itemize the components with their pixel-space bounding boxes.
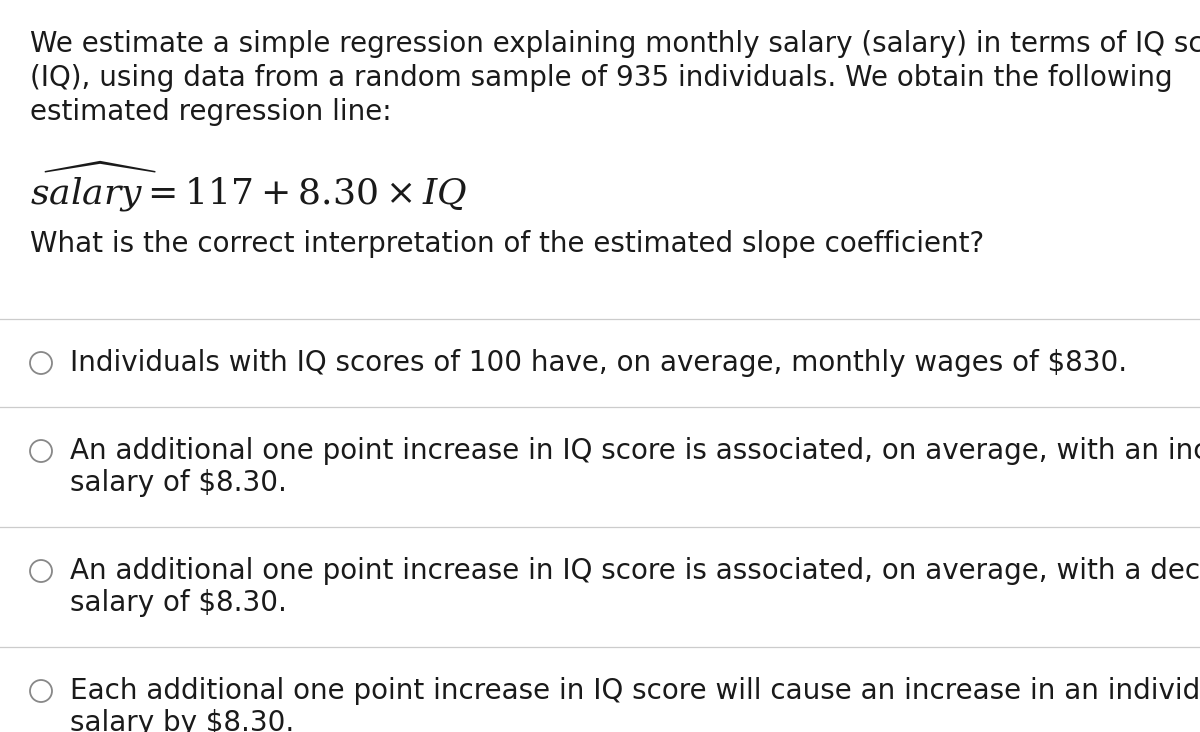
Text: Each additional one point increase in IQ score will cause an increase in an indi: Each additional one point increase in IQ… [70,677,1200,705]
Text: salary by $8.30.: salary by $8.30. [70,709,294,732]
Text: salary of $8.30.: salary of $8.30. [70,589,287,617]
Text: We estimate a simple regression explaining monthly salary (salary) in terms of I: We estimate a simple regression explaini… [30,30,1200,58]
Text: (IQ), using data from a random sample of 935 individuals. We obtain the followin: (IQ), using data from a random sample of… [30,64,1172,92]
Text: salary of $8.30.: salary of $8.30. [70,469,287,497]
Text: Individuals with IQ scores of 100 have, on average, monthly wages of $830.: Individuals with IQ scores of 100 have, … [70,349,1127,377]
Text: estimated regression line:: estimated regression line: [30,98,391,126]
Text: An additional one point increase in IQ score is associated, on average, with an : An additional one point increase in IQ s… [70,437,1200,465]
Text: What is the correct interpretation of the estimated slope coefficient?: What is the correct interpretation of th… [30,230,984,258]
Text: $\widehat{salary} = 117 + 8.30 \times IQ$: $\widehat{salary} = 117 + 8.30 \times IQ… [30,160,467,214]
Text: An additional one point increase in IQ score is associated, on average, with a d: An additional one point increase in IQ s… [70,557,1200,585]
